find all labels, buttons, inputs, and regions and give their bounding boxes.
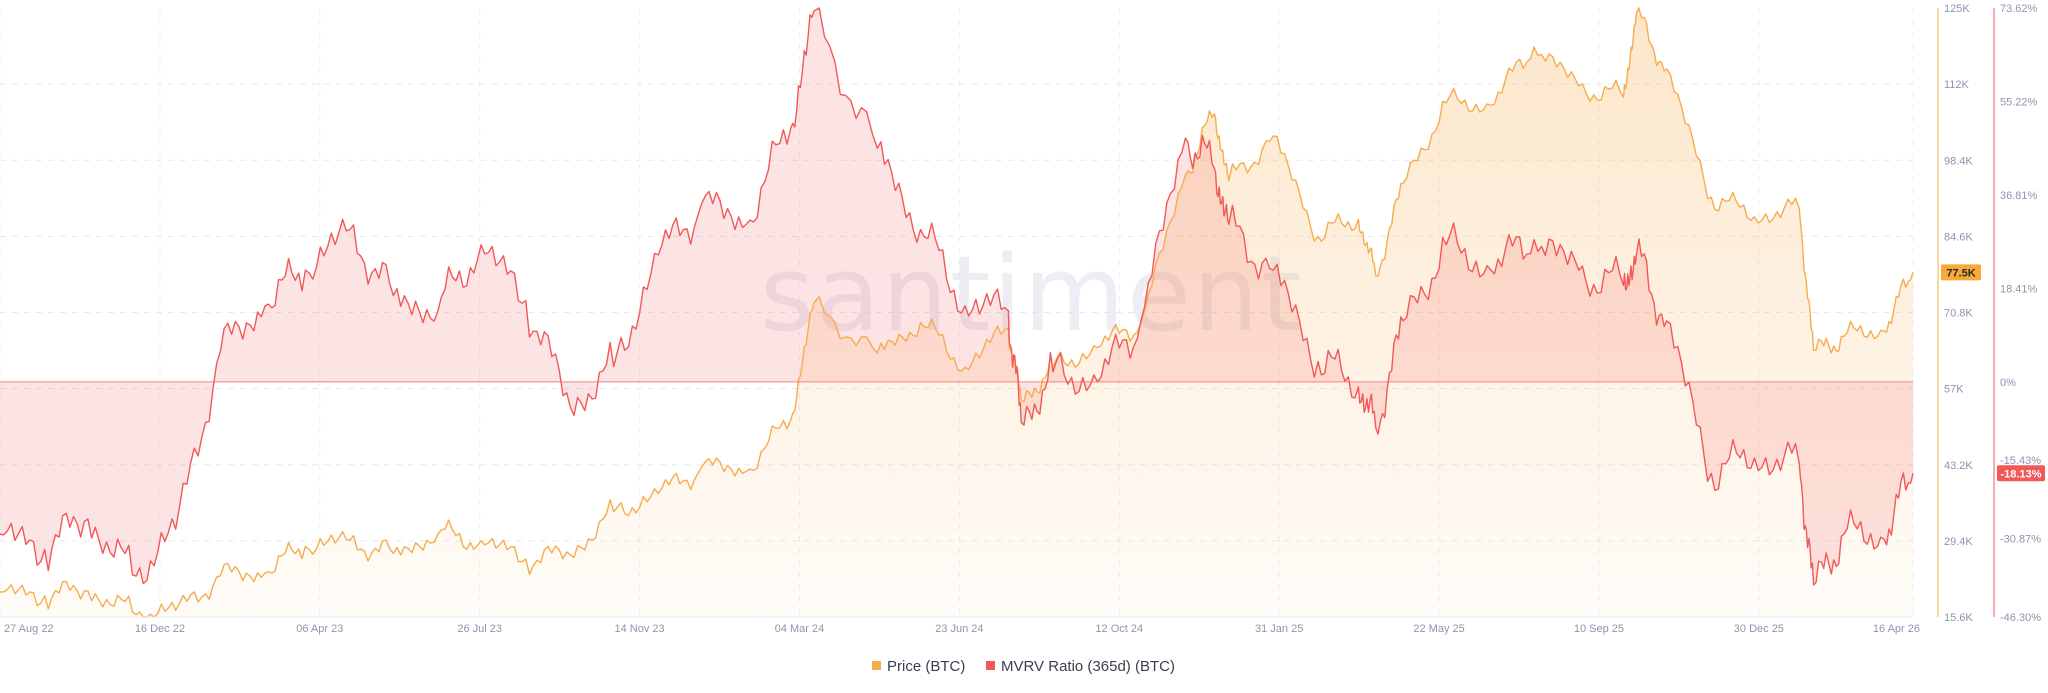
legend-item-price[interactable]: Price (BTC) xyxy=(872,658,965,675)
series-layer xyxy=(0,7,1914,618)
x-tick-label: 16 Apr 26 xyxy=(1873,623,1920,635)
y-right-tick-label: -30.87% xyxy=(2000,534,2041,546)
price-area xyxy=(0,8,1913,617)
legend-item-price-swatch xyxy=(872,661,881,670)
y-right-tick-label: 73.62% xyxy=(2000,3,2038,15)
price-last-badge xyxy=(1941,264,1981,281)
y-left-tick-label: 98.4K xyxy=(1944,155,1973,167)
y-left-tick-label: 29.4K xyxy=(1944,536,1973,548)
x-tick-label: 12 Oct 24 xyxy=(1095,623,1143,635)
legend-item-mvrv[interactable]: MVRV Ratio (365d) (BTC) xyxy=(986,658,1175,675)
y-left-tick-label: 43.2K xyxy=(1944,460,1973,472)
x-tick-label: 23 Jun 24 xyxy=(935,623,983,635)
legend-item-price-label: Price (BTC) xyxy=(887,658,965,675)
x-tick-label: 26 Jul 23 xyxy=(457,623,502,635)
y-left-tick-label: 112K xyxy=(1944,79,1970,91)
y-right-tick-label: 0% xyxy=(2000,377,2016,389)
y-right-tick-label: -15.43% xyxy=(2000,455,2041,467)
x-tick-label: 10 Sep 25 xyxy=(1574,623,1624,635)
axes: 125K 112K 98.4K 84.6K 70.8K 57K 43.2K 29.4K 15.6… xyxy=(0,3,2041,635)
y-left-tick-label: 84.6K xyxy=(1944,231,1973,243)
mvrv-last-badge-label: -18.13% xyxy=(2001,468,2042,480)
mvrv-area xyxy=(0,8,1913,585)
y-left-tick-label: 15.6K xyxy=(1944,612,1973,624)
x-tick-label: 06 Apr 23 xyxy=(296,623,343,635)
x-tick-label: 30 Dec 25 xyxy=(1734,623,1784,635)
x-tick-label: 31 Jan 25 xyxy=(1255,623,1303,635)
price-line xyxy=(0,7,1914,618)
x-tick-label: 22 May 25 xyxy=(1413,623,1464,635)
y-right-tick-label: 55.22% xyxy=(2000,96,2038,108)
mvrv-line xyxy=(0,7,1914,586)
legend-item-mvrv-label: MVRV Ratio (365d) (BTC) xyxy=(1001,658,1175,675)
legend-item-mvrv-swatch xyxy=(986,661,995,670)
y-right-tick-label: 36.81% xyxy=(2000,190,2038,202)
y-left-tick-label: 125K xyxy=(1944,3,1970,15)
mvrv-last-badge xyxy=(1997,465,2045,482)
legend[interactable]: Price (BTC) MVRV Ratio (365d) (BTC) xyxy=(872,658,1175,675)
y-left-tick-label: 70.8K xyxy=(1944,308,1973,320)
y-right-tick-label: 18.41% xyxy=(2000,283,2038,295)
last-value-badges: 77.5K -18.13% xyxy=(1941,264,2045,482)
x-tick-label: 14 Nov 23 xyxy=(615,623,665,635)
y-right-tick-label: -46.30% xyxy=(2000,612,2041,624)
x-tick-label: 27 Aug 22 xyxy=(4,623,54,635)
x-tick-label: 16 Dec 22 xyxy=(135,623,185,635)
y-left-tick-label: 57K xyxy=(1944,384,1964,396)
price-last-badge-label: 77.5K xyxy=(1946,267,1975,279)
x-tick-label: 04 Mar 24 xyxy=(775,623,825,635)
